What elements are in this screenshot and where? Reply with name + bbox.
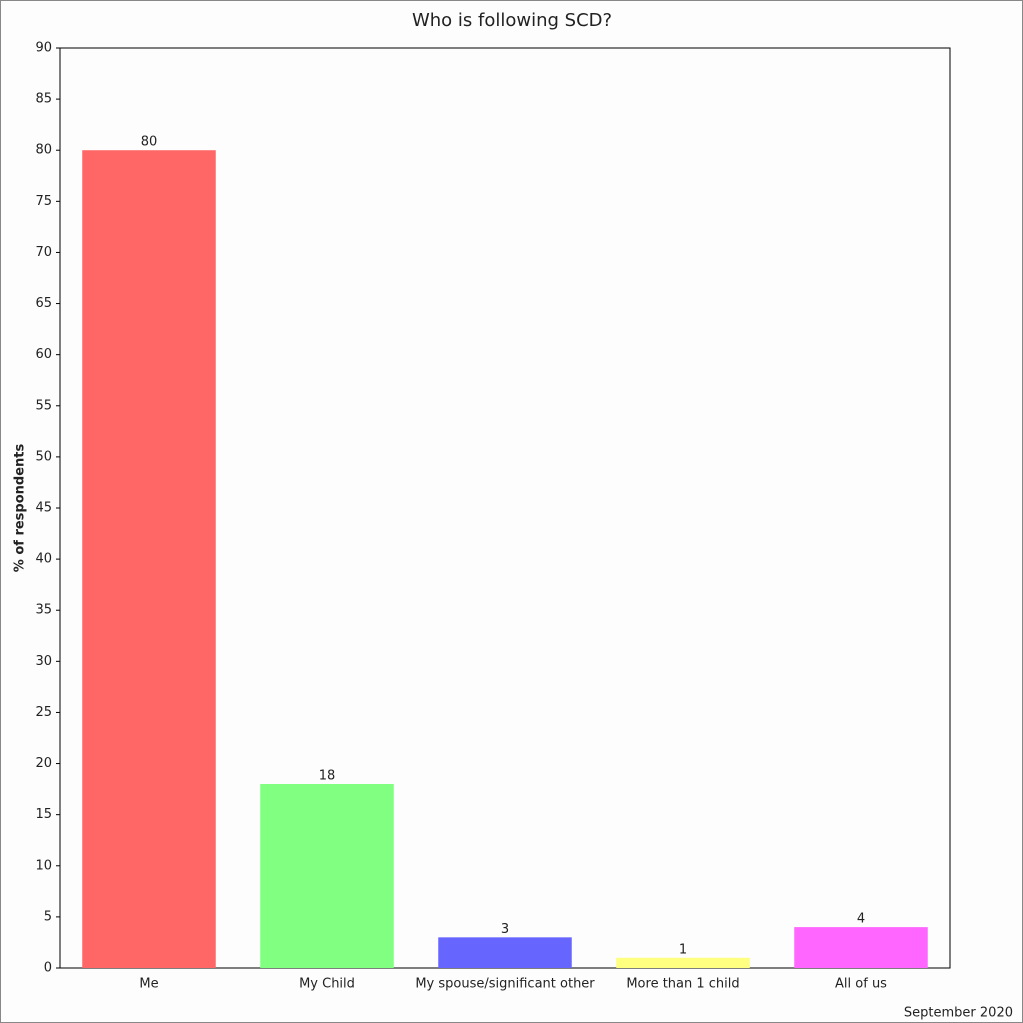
y-tick-label: 45 <box>35 501 52 516</box>
y-tick-label: 35 <box>35 603 52 618</box>
data-label: 3 <box>501 922 509 937</box>
y-tick-label: 70 <box>35 245 52 260</box>
x-tick-label: My Child <box>299 977 355 992</box>
bar <box>82 150 216 968</box>
x-tick-label: My spouse/significant other <box>415 977 595 992</box>
y-tick-label: 20 <box>35 756 52 771</box>
y-tick-label: 5 <box>44 909 52 924</box>
x-tick-label: All of us <box>835 977 887 992</box>
x-tick-label: Me <box>139 977 158 992</box>
y-tick-label: 85 <box>35 92 52 107</box>
data-label: 80 <box>141 135 158 150</box>
y-tick-label: 50 <box>35 449 52 464</box>
y-tick-label: 15 <box>35 807 52 822</box>
y-tick-label: 80 <box>35 143 52 158</box>
y-tick-label: 55 <box>35 398 52 413</box>
bar <box>438 937 572 968</box>
y-tick-label: 65 <box>35 296 52 311</box>
y-axis-label: % of respondents <box>13 444 28 573</box>
y-tick-label: 30 <box>35 654 52 669</box>
y-tick-label: 40 <box>35 552 52 567</box>
chart-title: Who is following SCD? <box>412 10 612 31</box>
bar <box>260 784 394 968</box>
y-tick-label: 10 <box>35 858 52 873</box>
y-tick-label: 90 <box>35 41 52 56</box>
bar <box>794 927 928 968</box>
data-label: 4 <box>857 912 865 927</box>
data-label: 18 <box>319 769 336 784</box>
footnote: September 2020 <box>904 1006 1013 1021</box>
x-tick-label: More than 1 child <box>626 977 739 992</box>
y-tick-label: 25 <box>35 705 52 720</box>
bar <box>616 957 750 968</box>
y-tick-label: 75 <box>35 194 52 209</box>
y-tick-label: 0 <box>44 961 52 976</box>
data-label: 1 <box>679 942 687 957</box>
y-tick-label: 60 <box>35 347 52 362</box>
